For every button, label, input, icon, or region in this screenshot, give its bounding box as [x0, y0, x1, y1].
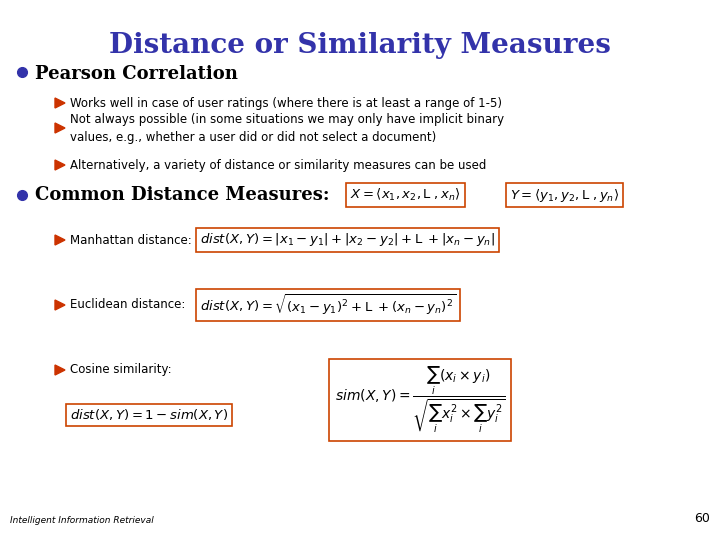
Text: Pearson Correlation: Pearson Correlation: [35, 65, 238, 83]
Text: 60: 60: [694, 512, 710, 525]
Text: Works well in case of user ratings (where there is at least a range of 1-5): Works well in case of user ratings (wher…: [70, 97, 502, 110]
Text: Intelligent Information Retrieval: Intelligent Information Retrieval: [10, 516, 154, 525]
Text: Not always possible (in some situations we may only have implicit binary
values,: Not always possible (in some situations …: [70, 112, 504, 144]
Text: Common Distance Measures:: Common Distance Measures:: [35, 186, 330, 204]
Text: $dist(X,Y) = |x_1 - y_1| + |x_2 - y_2| + \mathrm{L}\; + |x_n - y_n|$: $dist(X,Y) = |x_1 - y_1| + |x_2 - y_2| +…: [200, 232, 495, 248]
Text: Distance or Similarity Measures: Distance or Similarity Measures: [109, 32, 611, 59]
Text: $Y = \langle y_1, y_2, \mathrm{L}\;, y_n \rangle$: $Y = \langle y_1, y_2, \mathrm{L}\;, y_n…: [510, 186, 619, 204]
Text: $sim(X,Y) = \dfrac{\sum_i (x_i \times y_i)}{\sqrt{\sum_i x_i^2 \times \sum_i y_i: $sim(X,Y) = \dfrac{\sum_i (x_i \times y_…: [335, 364, 505, 436]
Text: $dist(X,Y) = \sqrt{(x_1 - y_1)^2 + \mathrm{L}\; + (x_n - y_n)^2}$: $dist(X,Y) = \sqrt{(x_1 - y_1)^2 + \math…: [200, 293, 456, 317]
Text: $X = \langle x_1, x_2, \mathrm{L}\;, x_n \rangle$: $X = \langle x_1, x_2, \mathrm{L}\;, x_n…: [350, 187, 461, 203]
Polygon shape: [55, 123, 65, 133]
Polygon shape: [55, 365, 65, 375]
Text: Alternatively, a variety of distance or similarity measures can be used: Alternatively, a variety of distance or …: [70, 159, 487, 172]
Polygon shape: [55, 300, 65, 310]
Text: Euclidean distance:: Euclidean distance:: [70, 299, 185, 312]
Text: Cosine similarity:: Cosine similarity:: [70, 363, 171, 376]
Text: $dist(X,Y) = 1 - sim(X,Y)$: $dist(X,Y) = 1 - sim(X,Y)$: [70, 408, 228, 422]
Polygon shape: [55, 160, 65, 170]
Polygon shape: [55, 235, 65, 245]
Text: Manhattan distance:: Manhattan distance:: [70, 233, 192, 246]
Polygon shape: [55, 98, 65, 108]
